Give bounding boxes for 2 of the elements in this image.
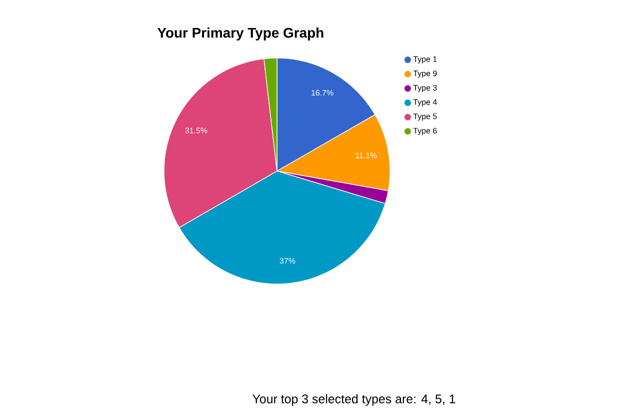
text: Your top 3 selected types are: 4, 5, 1 — [252, 394, 456, 406]
chart-title: Your Primary Type Graph — [157, 27, 324, 40]
